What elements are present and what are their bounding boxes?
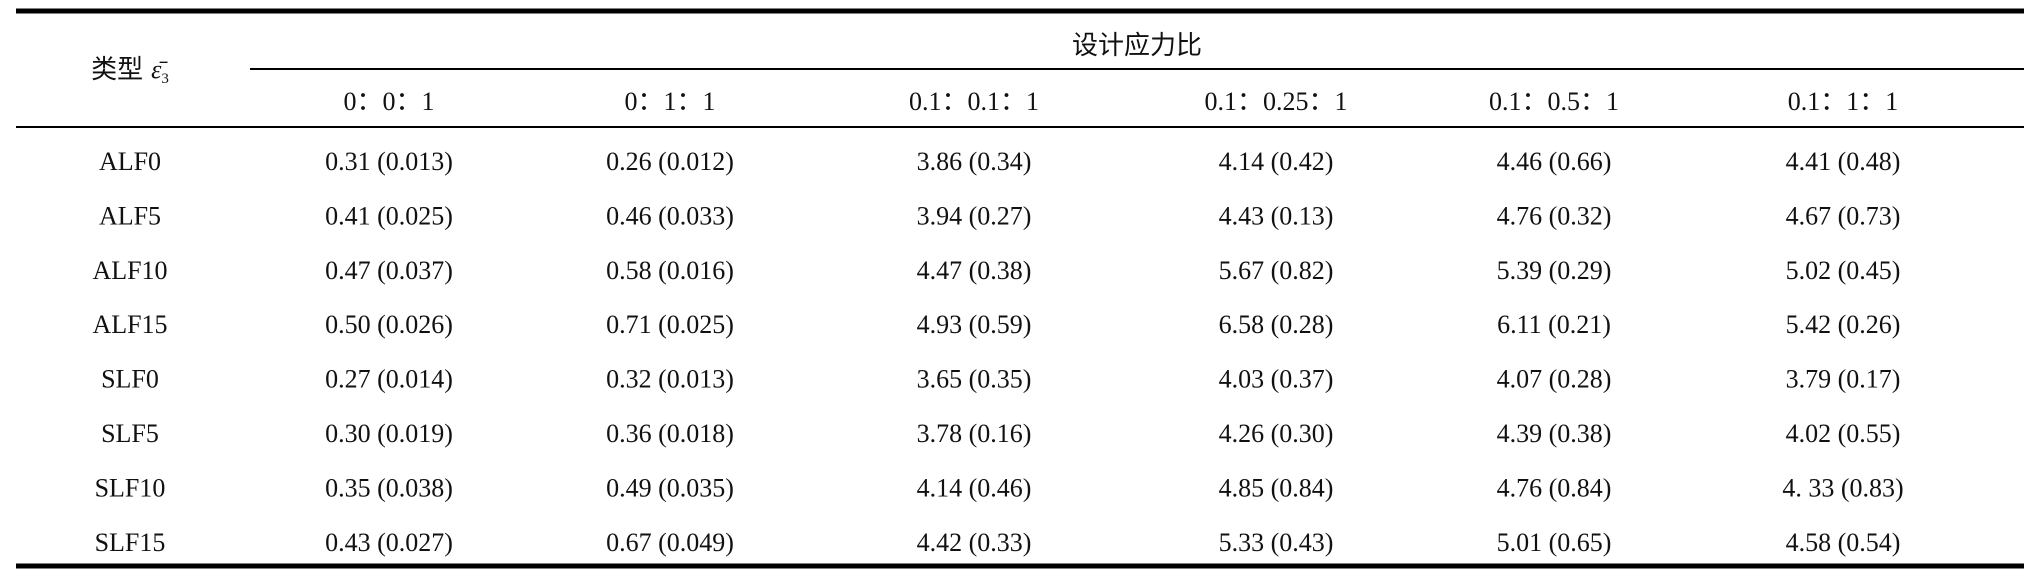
cell: 5.67 (0.82) xyxy=(1219,256,1334,285)
row-label: SLF5 xyxy=(101,419,159,448)
cell: 0.49 (0.035) xyxy=(606,473,734,502)
cell: 4.93 (0.59) xyxy=(917,310,1032,339)
cell: 0.58 (0.016) xyxy=(606,256,734,285)
cell: 4.76 (0.84) xyxy=(1497,473,1612,502)
column-header: 0：0：1 xyxy=(343,87,434,116)
cell: 0.71 (0.025) xyxy=(606,310,734,339)
cell: 4.41 (0.48) xyxy=(1786,147,1901,176)
cell: 4.46 (0.66) xyxy=(1497,147,1612,176)
cell: 0.36 (0.018) xyxy=(606,419,734,448)
column-header: 0.1：1：1 xyxy=(1788,87,1899,116)
cell: 6.58 (0.28) xyxy=(1219,310,1334,339)
cell: 0.47 (0.037) xyxy=(325,256,453,285)
cell: 4.85 (0.84) xyxy=(1219,473,1334,502)
cell: 4.03 (0.37) xyxy=(1219,365,1334,394)
cell: 0.50 (0.026) xyxy=(325,310,453,339)
cell: 3.94 (0.27) xyxy=(917,201,1032,230)
cell: 4.76 (0.32) xyxy=(1497,201,1612,230)
cell: 0.43 (0.027) xyxy=(325,528,453,557)
column-header: 0：1：1 xyxy=(624,87,715,116)
row-label: ALF5 xyxy=(99,201,161,230)
type-label: 类型 xyxy=(91,55,143,84)
cell: 0.32 (0.013) xyxy=(606,365,734,394)
cell: 4.14 (0.42) xyxy=(1219,147,1334,176)
cell: 4.39 (0.38) xyxy=(1497,419,1612,448)
symbol-sub: 3 xyxy=(161,71,169,87)
cell: 3.65 (0.35) xyxy=(917,365,1032,394)
cell: 0.31 (0.013) xyxy=(325,147,453,176)
cell: 5.42 (0.26) xyxy=(1786,310,1901,339)
cell: 0.30 (0.019) xyxy=(325,419,453,448)
cell: 4.58 (0.54) xyxy=(1786,528,1901,557)
cell: 0.27 (0.014) xyxy=(325,365,453,394)
row-label: SLF10 xyxy=(95,473,166,502)
cell: 3.86 (0.34) xyxy=(917,147,1032,176)
row-label: ALF0 xyxy=(99,147,161,176)
cell: 4.07 (0.28) xyxy=(1497,365,1612,394)
cell: 5.01 (0.65) xyxy=(1497,528,1612,557)
cell: 4.42 (0.33) xyxy=(917,528,1032,557)
cell: 4.26 (0.30) xyxy=(1219,419,1334,448)
column-header: 0.1：0.25：1 xyxy=(1204,87,1347,116)
cell: 3.79 (0.17) xyxy=(1786,365,1901,394)
column-header: 0.1：0.1：1 xyxy=(909,87,1039,116)
cell: 0.41 (0.025) xyxy=(325,201,453,230)
row-label: ALF10 xyxy=(92,256,167,285)
row-label: SLF15 xyxy=(95,528,166,557)
group-header: 设计应力比 xyxy=(1072,31,1202,60)
cell: 4. 33 (0.83) xyxy=(1782,473,1903,502)
cell: 4.67 (0.73) xyxy=(1786,201,1901,230)
row-label: ALF15 xyxy=(92,310,167,339)
cell: 0.26 (0.012) xyxy=(606,147,734,176)
type-header: 类型 ε̄3 xyxy=(91,55,169,87)
cell: 0.46 (0.033) xyxy=(606,201,734,230)
cell: 4.14 (0.46) xyxy=(917,473,1032,502)
cell: 6.11 (0.21) xyxy=(1497,310,1611,339)
cell: 3.78 (0.16) xyxy=(917,419,1032,448)
cell: 0.67 (0.049) xyxy=(606,528,734,557)
cell: 4.47 (0.38) xyxy=(917,256,1032,285)
column-header: 0.1：0.5：1 xyxy=(1489,87,1619,116)
cell: 5.39 (0.29) xyxy=(1497,256,1612,285)
row-label: SLF0 xyxy=(101,365,159,394)
cell: 4.43 (0.13) xyxy=(1219,201,1334,230)
cell: 4.02 (0.55) xyxy=(1786,419,1901,448)
cell: 5.33 (0.43) xyxy=(1219,528,1334,557)
cell: 0.35 (0.038) xyxy=(325,473,453,502)
cell: 5.02 (0.45) xyxy=(1786,256,1901,285)
